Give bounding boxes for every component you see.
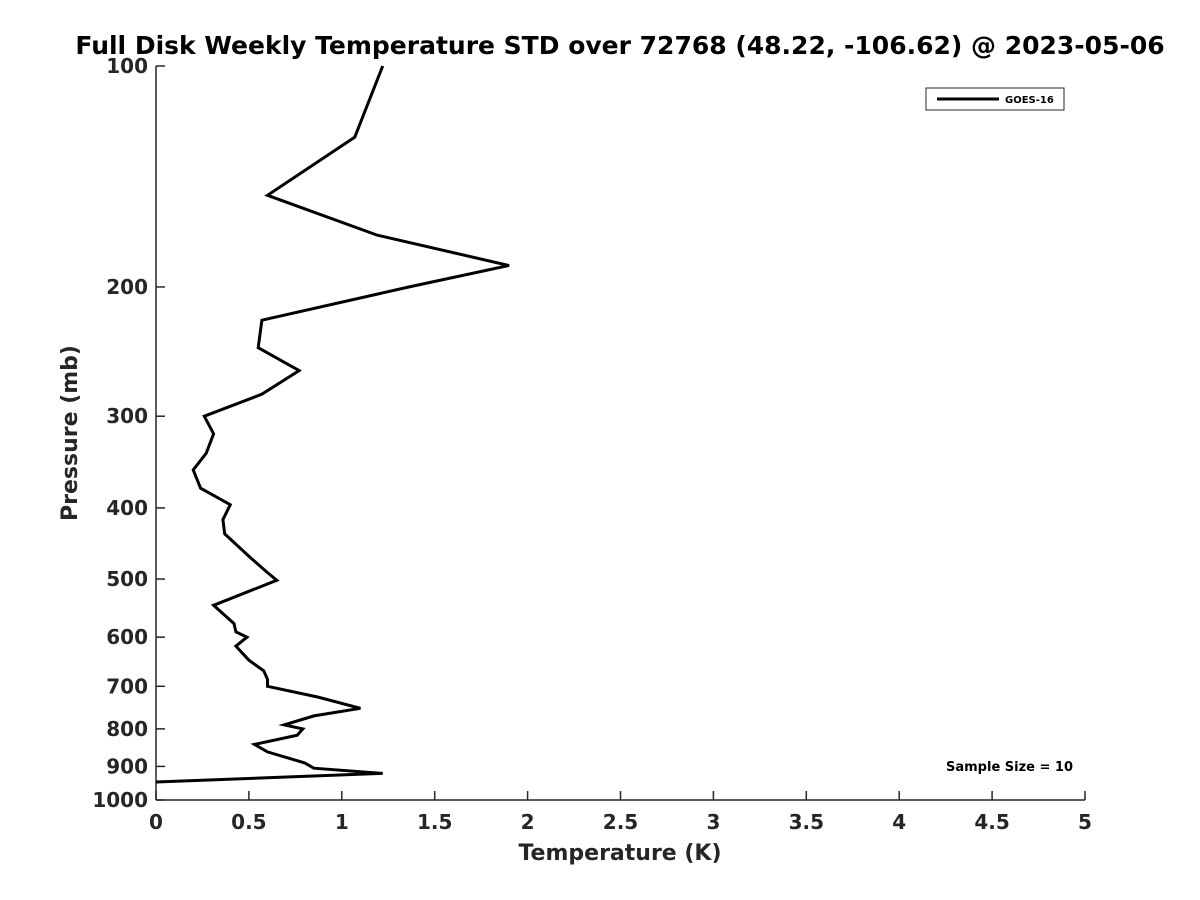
x-tick-label: 4.5 — [974, 810, 1009, 834]
series-line-goes-16 — [155, 65, 510, 784]
x-tick-label: 2.5 — [603, 810, 638, 834]
legend-label-goes-16: GOES-16 — [1005, 95, 1054, 106]
x-tick-label: 1.5 — [417, 810, 452, 834]
y-axis-label: Pressure (mb) — [58, 345, 83, 521]
y-axis-ticks: 100 200 300 400 500 600 700 800 900 1000 — [92, 54, 165, 812]
y-tick-label: 100 — [106, 54, 148, 78]
legend: GOES-16 — [925, 87, 1065, 111]
chart-title: Full Disk Weekly Temperature STD over 72… — [75, 31, 1164, 60]
y-tick-label: 400 — [106, 496, 148, 520]
x-tick-label: 3.5 — [789, 810, 824, 834]
x-axis-label: Temperature (K) — [518, 841, 721, 866]
x-tick-label: 1 — [335, 810, 349, 834]
y-tick-label: 600 — [106, 625, 148, 649]
x-tick-label: 0.5 — [231, 810, 266, 834]
x-tick-label: 3 — [706, 810, 720, 834]
x-tick-label: 0 — [149, 810, 163, 834]
y-tick-label: 700 — [106, 674, 148, 698]
y-tick-label: 1000 — [92, 788, 148, 812]
y-tick-label: 300 — [106, 404, 148, 428]
sample-size-annotation: Sample Size = 10 — [946, 760, 1073, 775]
y-tick-label: 500 — [106, 567, 148, 591]
y-tick-label: 800 — [106, 717, 148, 741]
y-tick-label: 200 — [106, 275, 148, 299]
x-tick-label: 4 — [892, 810, 906, 834]
x-axis-ticks: 0 0.5 1 1.5 2 2.5 3 3.5 4 4.5 5 — [149, 791, 1092, 834]
x-tick-label: 5 — [1078, 810, 1092, 834]
y-tick-label: 900 — [106, 754, 148, 778]
x-tick-label: 2 — [521, 810, 535, 834]
series-layer — [155, 65, 510, 784]
